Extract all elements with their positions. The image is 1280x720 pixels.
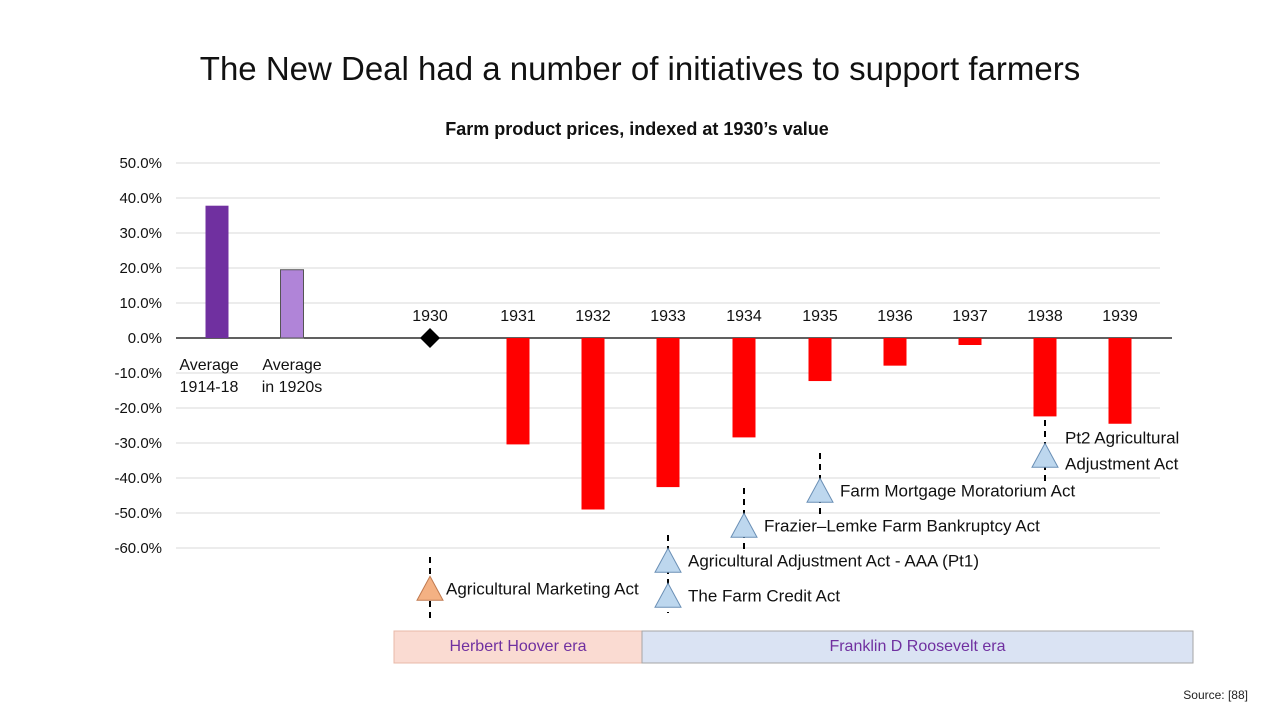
y-tick-label: -20.0% xyxy=(114,400,162,417)
bar-1935 xyxy=(808,338,832,382)
act-marker-triangle xyxy=(654,547,682,573)
bar-1938 xyxy=(1033,338,1057,417)
act-label: Frazier–Lemke Farm Bankruptcy Act xyxy=(764,516,1040,535)
year-label: 1935 xyxy=(802,308,838,325)
act-label: Agricultural Adjustment Act - AAA (Pt1) xyxy=(688,551,979,570)
x-label-line2: 1914-18 xyxy=(180,379,239,396)
chart-title: Farm product prices, indexed at 1930’s v… xyxy=(445,119,828,139)
y-axis: 50.0% 40.0% 30.0% 20.0% 10.0% 0.0% -10.0% -20.0… xyxy=(114,155,162,557)
y-tick-label: 10.0% xyxy=(119,295,162,312)
bar-1936 xyxy=(883,338,907,366)
era-bands: Herbert Hoover era Franklin D Roosevelt e… xyxy=(393,630,1194,664)
bar-1939 xyxy=(1108,338,1132,424)
hoover-era-label: Herbert Hoover era xyxy=(450,638,587,655)
source-note: Source: [88] xyxy=(1183,688,1248,702)
marker-1930 xyxy=(420,328,440,348)
bar-average-1920s xyxy=(280,269,304,339)
x-label-line1: Average xyxy=(179,357,238,374)
act-marker-triangle xyxy=(730,512,758,538)
bar-1931 xyxy=(506,338,530,445)
y-tick-label: -30.0% xyxy=(114,435,162,452)
act-marker-triangle xyxy=(416,575,444,601)
act-label: Agricultural Marketing Act xyxy=(446,579,639,598)
y-tick-label: -50.0% xyxy=(114,505,162,522)
year-label: 1937 xyxy=(952,308,988,325)
year-label: 1939 xyxy=(1102,308,1138,325)
year-label: 1930 xyxy=(412,308,448,325)
year-label: 1932 xyxy=(575,308,611,325)
bar-1933 xyxy=(656,338,680,488)
x-label-line2: in 1920s xyxy=(262,379,323,396)
act-annotations: Agricultural Marketing Act Agricultural A… xyxy=(416,420,1179,622)
slide-title: The New Deal had a number of initiatives… xyxy=(199,50,1081,87)
y-tick-label: 50.0% xyxy=(119,155,162,172)
bar-average-1914-18 xyxy=(205,205,229,338)
y-tick-label: 30.0% xyxy=(119,225,162,242)
bar-1932 xyxy=(581,338,605,510)
bars xyxy=(205,205,1132,510)
year-label: 1933 xyxy=(650,308,686,325)
bar-1937 xyxy=(958,338,982,345)
y-tick-label: 0.0% xyxy=(128,330,162,347)
y-tick-label: -40.0% xyxy=(114,470,162,487)
y-tick-label: 20.0% xyxy=(119,260,162,277)
act-marker-triangle xyxy=(654,582,682,608)
act-label: The Farm Credit Act xyxy=(688,586,840,605)
hoover-era-band xyxy=(393,630,643,664)
year-label: 1936 xyxy=(877,308,913,325)
act-marker-triangle xyxy=(1031,442,1059,468)
act-label-line2: Adjustment Act xyxy=(1065,454,1179,473)
x-axis-labels: Average 1914-18 Average in 1920s 1930 1931 193… xyxy=(179,308,1138,396)
y-tick-label: -10.0% xyxy=(114,365,162,382)
year-label: 1931 xyxy=(500,308,536,325)
act-label: Pt2 Agricultural xyxy=(1065,428,1179,447)
act-label: Farm Mortgage Moratorium Act xyxy=(840,481,1076,500)
roosevelt-era-label: Franklin D Roosevelt era xyxy=(829,638,1005,655)
y-tick-label: -60.0% xyxy=(114,540,162,557)
bar-1934 xyxy=(732,338,756,438)
y-tick-label: 40.0% xyxy=(119,190,162,207)
roosevelt-era-band xyxy=(641,630,1194,664)
year-label: 1934 xyxy=(726,308,762,325)
act-marker-triangle xyxy=(806,477,834,503)
x-label-line1: Average xyxy=(262,357,321,374)
year-label: 1938 xyxy=(1027,308,1063,325)
